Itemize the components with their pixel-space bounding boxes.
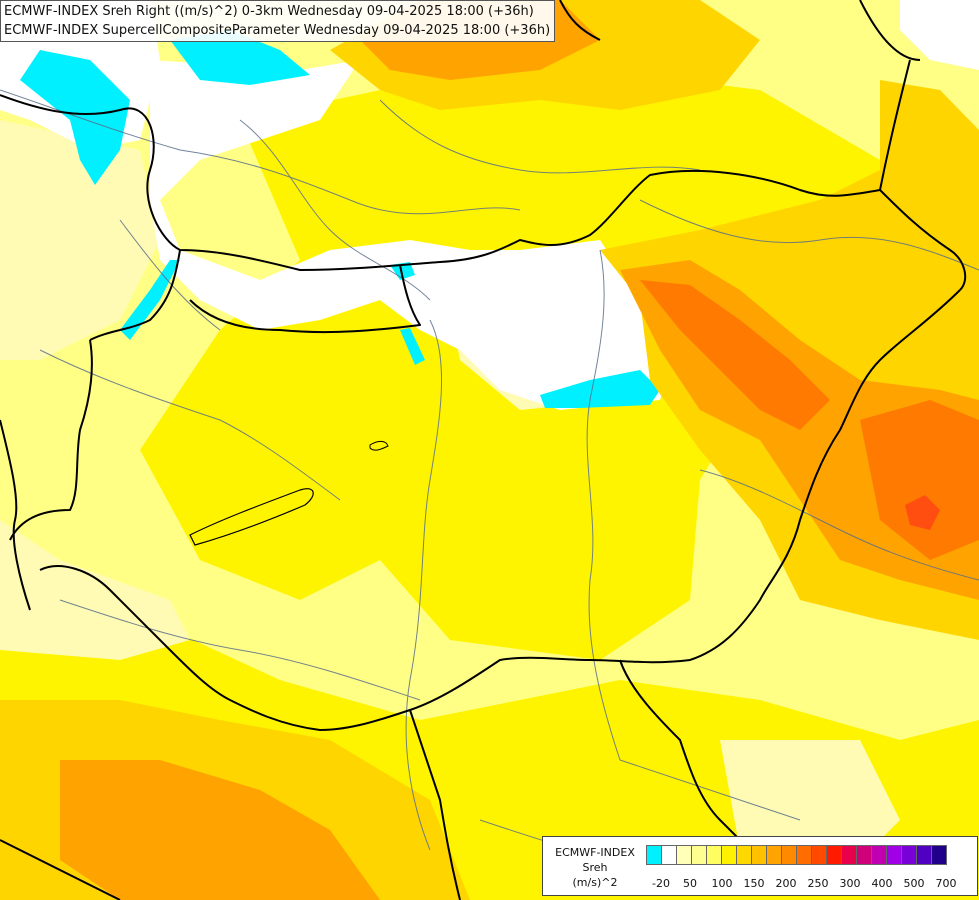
title-line-1: ECMWF-INDEX Sreh Right ((m/s)^2) 0-3km W… xyxy=(4,4,534,19)
field-white-north xyxy=(150,60,680,410)
map-title-box: ECMWF-INDEX Sreh Right ((m/s)^2) 0-3km W… xyxy=(0,0,555,42)
legend-tick-label: 400 xyxy=(871,877,893,890)
field-white-ne xyxy=(900,0,979,70)
field-cyan-central xyxy=(540,370,660,408)
legend-tick-label: 300 xyxy=(839,877,861,890)
legend-tick-label: 500 xyxy=(903,877,925,890)
legend-tick-label: 250 xyxy=(807,877,829,890)
legend-ticks: -20 50 100 150 200 250 300 400 500 700 xyxy=(646,877,976,893)
legend-tick-label: 200 xyxy=(775,877,797,890)
legend-swatches xyxy=(646,845,947,865)
legend-swatch xyxy=(706,845,722,865)
title-line-2: ECMWF-INDEX SupercellCompositeParameter … xyxy=(4,23,551,38)
legend-swatch xyxy=(721,845,737,865)
field-cyan-small2 xyxy=(400,328,425,365)
legend-swatch xyxy=(661,845,677,865)
field-gold-ne xyxy=(880,80,979,240)
legend-swatch xyxy=(796,845,812,865)
lake-balaton xyxy=(189,488,314,546)
legend-swatch xyxy=(931,845,947,865)
legend-swatch xyxy=(691,845,707,865)
field-cyan-nw xyxy=(20,50,130,185)
field-dark-orange-east xyxy=(640,280,830,430)
lake-small xyxy=(369,440,389,451)
legend-title-line-1: ECMWF-INDEX xyxy=(555,846,635,859)
legend-title-line-2: Sreh xyxy=(582,861,608,874)
legend-swatch xyxy=(826,845,842,865)
legend-swatch xyxy=(781,845,797,865)
legend-swatch xyxy=(751,845,767,865)
legend-swatch xyxy=(901,845,917,865)
field-cyan-n xyxy=(170,30,310,85)
legend-tick-label: 100 xyxy=(711,877,733,890)
field-cyan-small1 xyxy=(390,262,415,280)
legend-swatch xyxy=(811,845,827,865)
legend-swatch xyxy=(646,845,662,865)
legend-title: ECMWF-INDEX Sreh (m/s)^2 xyxy=(547,845,643,890)
legend-tick-label: 50 xyxy=(683,877,697,890)
legend-swatch xyxy=(841,845,857,865)
legend-swatch xyxy=(871,845,887,865)
field-orange-sw xyxy=(60,760,380,900)
legend-tick-label: -20 xyxy=(652,877,670,890)
field-pale-sw xyxy=(0,520,190,660)
field-cyan-strip xyxy=(120,260,180,340)
legend-swatch xyxy=(766,845,782,865)
legend-swatch xyxy=(916,845,932,865)
field-red-orange-spot xyxy=(905,495,940,530)
legend-tick-label: 150 xyxy=(743,877,765,890)
field-pale-west xyxy=(0,120,160,360)
color-legend: ECMWF-INDEX Sreh (m/s)^2 -20 50 100 150 200 2… xyxy=(542,836,978,896)
legend-title-line-3: (m/s)^2 xyxy=(572,876,618,889)
legend-swatch xyxy=(856,845,872,865)
legend-swatch xyxy=(736,845,752,865)
field-dark-orange-se xyxy=(860,400,979,560)
legend-tick-label: 700 xyxy=(935,877,957,890)
field-pale-south xyxy=(720,740,900,860)
legend-swatch xyxy=(676,845,692,865)
legend-swatch xyxy=(886,845,902,865)
